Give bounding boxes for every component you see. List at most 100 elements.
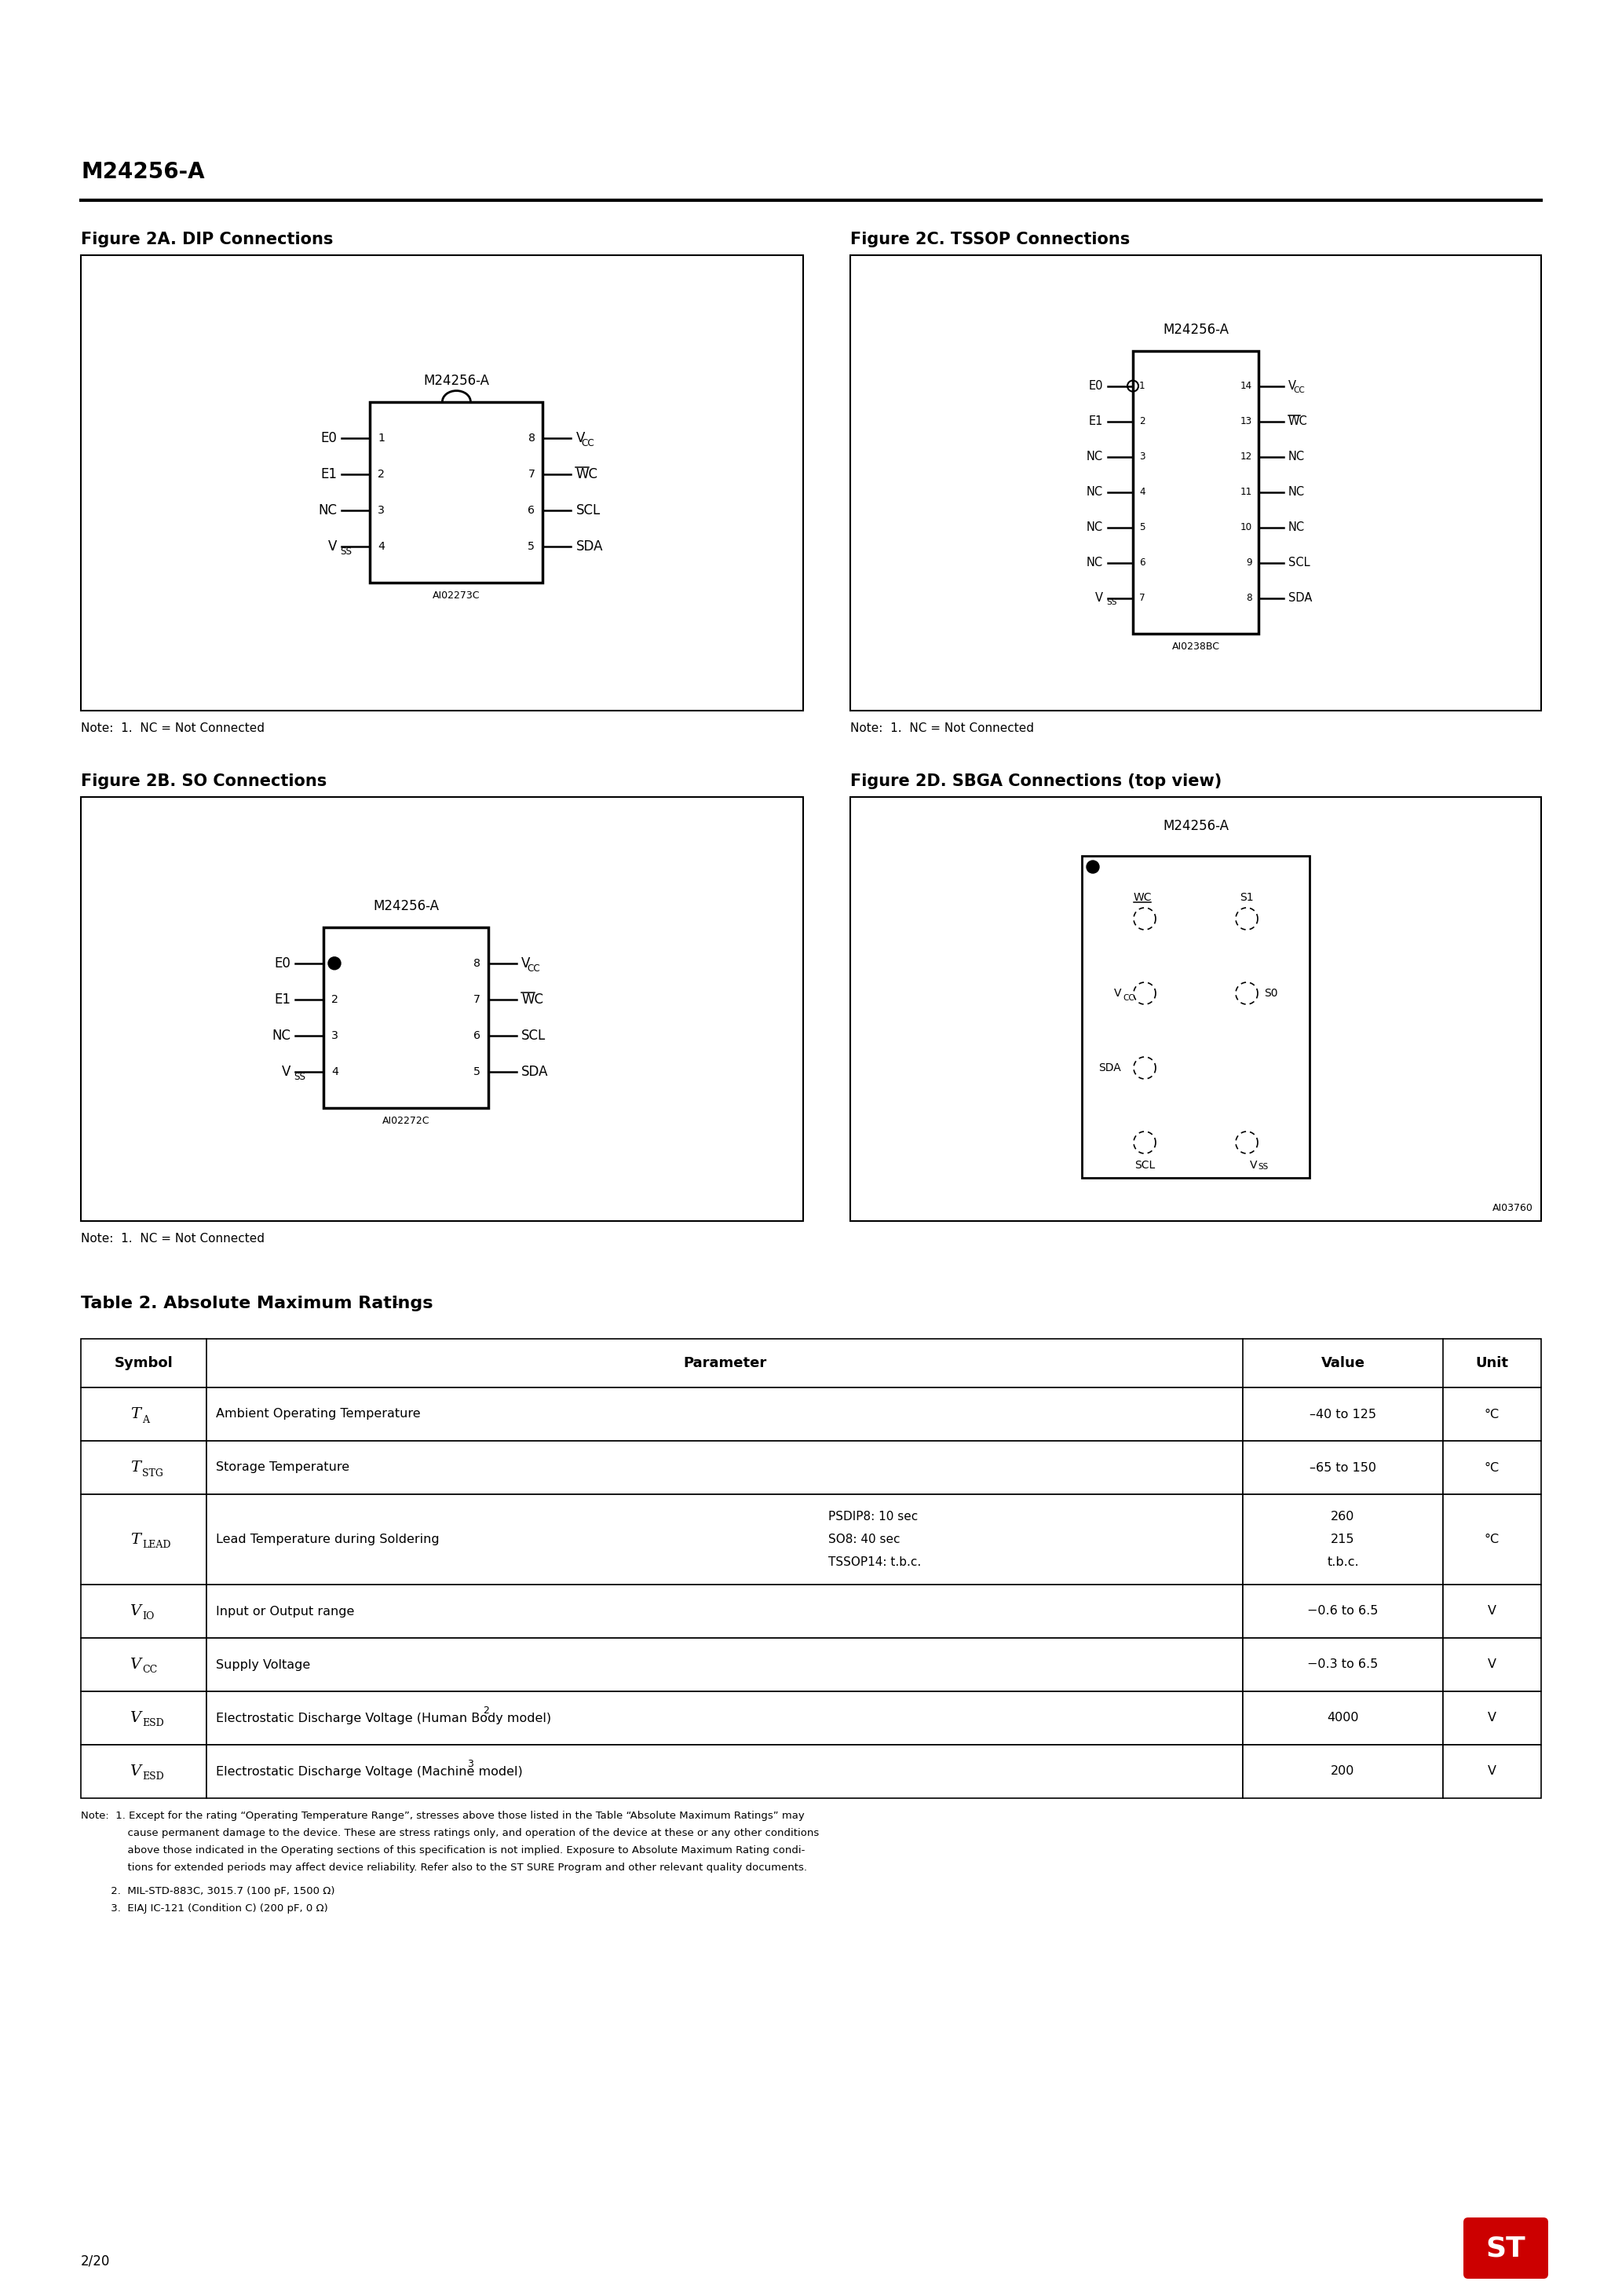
- Text: AI02273C: AI02273C: [433, 590, 480, 599]
- Text: °C: °C: [1484, 1534, 1500, 1545]
- Text: ESD: ESD: [143, 1717, 164, 1729]
- Text: SS: SS: [294, 1072, 305, 1081]
- Text: ST: ST: [1486, 2234, 1526, 2262]
- Text: E0: E0: [1088, 381, 1103, 393]
- Bar: [850, 255, 1541, 712]
- Text: V: V: [521, 955, 530, 971]
- Text: SDA: SDA: [576, 540, 603, 553]
- Text: 1: 1: [331, 957, 339, 969]
- Bar: [323, 928, 488, 1107]
- Text: SS: SS: [1257, 1162, 1268, 1171]
- Text: V: V: [130, 1711, 141, 1724]
- Text: NC: NC: [318, 503, 337, 517]
- Bar: [1444, 1584, 1541, 1637]
- Text: 2: 2: [1139, 416, 1145, 427]
- Text: 3.  EIAJ IC-121 (Condition C) (200 pF, 0 Ω): 3. EIAJ IC-121 (Condition C) (200 pF, 0 …: [81, 1903, 328, 1913]
- Text: STG: STG: [143, 1467, 164, 1479]
- Text: V: V: [1251, 1159, 1257, 1171]
- Bar: [81, 1387, 206, 1442]
- Text: CC: CC: [143, 1665, 157, 1676]
- Circle shape: [328, 957, 341, 969]
- Text: 3: 3: [1139, 452, 1145, 461]
- Text: V: V: [130, 1605, 141, 1619]
- Text: –65 to 150: –65 to 150: [1309, 1463, 1375, 1474]
- Text: S0: S0: [1264, 987, 1278, 999]
- Text: Symbol: Symbol: [114, 1357, 174, 1371]
- Text: PSDIP8: 10 sec: PSDIP8: 10 sec: [829, 1511, 918, 1522]
- Text: V: V: [1487, 1713, 1497, 1724]
- Text: Ambient Operating Temperature: Ambient Operating Temperature: [216, 1407, 420, 1421]
- Text: Table 2. Absolute Maximum Ratings: Table 2. Absolute Maximum Ratings: [81, 1295, 440, 1311]
- Text: SCL: SCL: [1288, 558, 1311, 569]
- Text: NC: NC: [1087, 450, 1103, 461]
- Text: 5: 5: [1139, 521, 1145, 533]
- Bar: [1242, 1387, 1444, 1442]
- Text: 6: 6: [474, 1031, 480, 1040]
- Bar: [1242, 1637, 1444, 1692]
- Text: E1: E1: [274, 992, 290, 1006]
- Text: V: V: [1095, 592, 1103, 604]
- Text: SDA: SDA: [521, 1065, 548, 1079]
- Bar: [1444, 1442, 1541, 1495]
- Text: ESD: ESD: [143, 1773, 164, 1782]
- Bar: [1242, 1442, 1444, 1495]
- Text: E1: E1: [1088, 416, 1103, 427]
- Text: −0.6 to 6.5: −0.6 to 6.5: [1307, 1605, 1379, 1616]
- Text: 1: 1: [391, 1295, 399, 1306]
- Text: 2: 2: [483, 1706, 488, 1715]
- Text: 1: 1: [378, 432, 384, 443]
- Bar: [206, 1745, 1242, 1798]
- Text: CC: CC: [1293, 386, 1304, 395]
- Text: t.b.c.: t.b.c.: [1327, 1557, 1359, 1568]
- Text: tions for extended periods may affect device reliability. Refer also to the ST S: tions for extended periods may affect de…: [81, 1862, 808, 1874]
- Text: V: V: [1487, 1605, 1497, 1616]
- Bar: [206, 1442, 1242, 1495]
- Bar: [1132, 351, 1259, 634]
- Text: IO: IO: [143, 1612, 154, 1621]
- Bar: [1242, 1584, 1444, 1637]
- Circle shape: [1087, 861, 1100, 872]
- Text: 4: 4: [1139, 487, 1145, 498]
- Text: WC: WC: [576, 466, 599, 482]
- Text: 9: 9: [1246, 558, 1252, 567]
- Text: 8: 8: [1246, 592, 1252, 604]
- Bar: [1242, 1692, 1444, 1745]
- Text: SCL: SCL: [521, 1029, 547, 1042]
- Text: V: V: [328, 540, 337, 553]
- Text: SCL: SCL: [576, 503, 600, 517]
- Text: E0: E0: [274, 955, 290, 971]
- Text: NC: NC: [1087, 487, 1103, 498]
- Text: WC: WC: [1288, 416, 1307, 427]
- Bar: [206, 1692, 1242, 1745]
- Text: NC: NC: [271, 1029, 290, 1042]
- Text: 7: 7: [474, 994, 480, 1006]
- Text: CC: CC: [1122, 994, 1134, 1001]
- Text: M24256-A: M24256-A: [373, 900, 440, 914]
- Text: °C: °C: [1484, 1407, 1500, 1421]
- Text: NC: NC: [1087, 521, 1103, 533]
- Bar: [1444, 1495, 1541, 1584]
- Bar: [81, 1584, 206, 1637]
- Text: V: V: [576, 432, 584, 445]
- Text: CC: CC: [527, 964, 540, 974]
- Text: S1: S1: [1239, 893, 1254, 902]
- Text: WC: WC: [1134, 893, 1152, 902]
- Text: 13: 13: [1241, 416, 1252, 427]
- Text: AI03760: AI03760: [1492, 1203, 1533, 1212]
- Bar: [81, 1637, 206, 1692]
- Bar: [1242, 1495, 1444, 1584]
- Text: 7: 7: [527, 468, 535, 480]
- Text: 3: 3: [378, 505, 384, 517]
- Text: V: V: [130, 1763, 141, 1779]
- Text: LEAD: LEAD: [143, 1541, 170, 1550]
- Text: T: T: [130, 1531, 141, 1548]
- Bar: [81, 1442, 206, 1495]
- Bar: [850, 797, 1541, 1221]
- Text: T: T: [130, 1407, 141, 1421]
- Bar: [81, 797, 803, 1221]
- Bar: [206, 1387, 1242, 1442]
- Text: 12: 12: [1241, 452, 1252, 461]
- Text: NC: NC: [1288, 487, 1306, 498]
- Text: °C: °C: [1484, 1463, 1500, 1474]
- Bar: [206, 1584, 1242, 1637]
